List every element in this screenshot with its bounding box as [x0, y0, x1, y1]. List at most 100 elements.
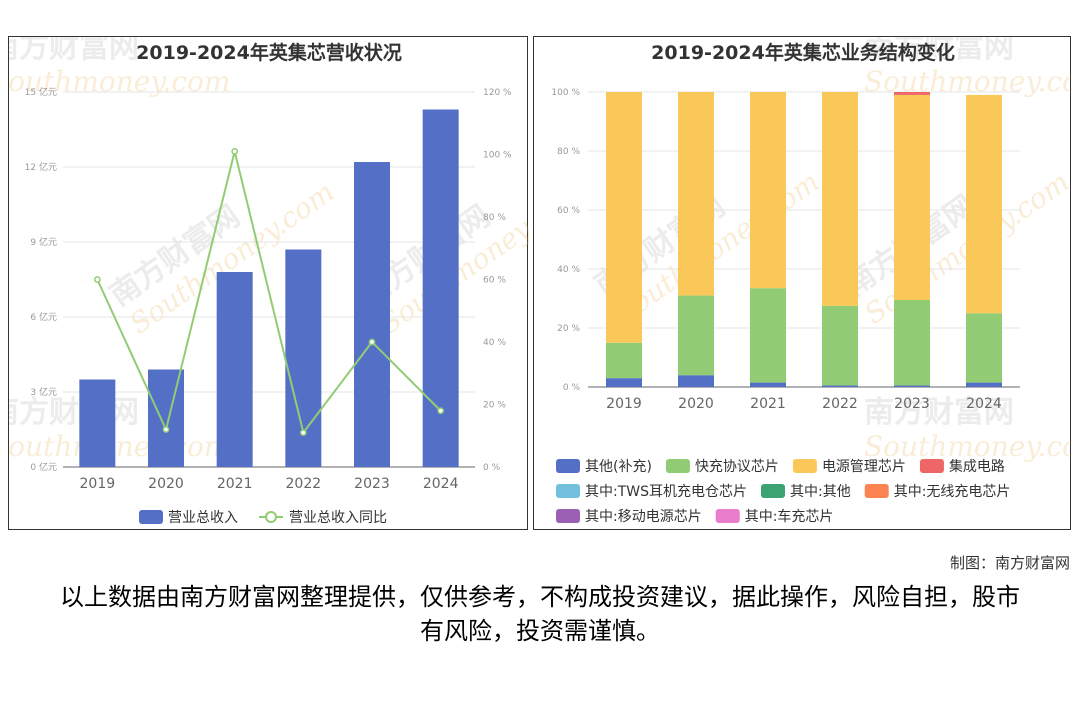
yoy-point	[162, 426, 170, 433]
legend-label: 其中:无线充电芯片	[894, 484, 1011, 500]
x-tick-label: 2019	[606, 396, 642, 412]
x-tick-label: 2022	[822, 396, 858, 412]
legend-swatch	[715, 509, 740, 523]
business-structure-chart-panel: 南方财富网Southmoney.com南方财富网Southmoney.com南方…	[533, 36, 1072, 530]
y2-tick-label: 100 %	[483, 151, 512, 161]
x-tick-label: 2022	[286, 476, 322, 492]
stacked-bar-segment	[606, 342, 642, 379]
watermark-cn: 南方财富网	[9, 37, 139, 65]
revenue-bar	[354, 162, 390, 467]
revenue-bar	[148, 369, 184, 467]
chart-credit: 制图：南方财富网	[949, 554, 1070, 572]
x-tick-label: 2021	[217, 476, 253, 492]
stacked-bar-segment	[606, 92, 642, 343]
legend-swatch	[556, 509, 580, 523]
x-tick-label: 2021	[750, 396, 786, 412]
stacked-bar-segment	[822, 385, 858, 387]
stacked-bar-segment	[750, 288, 786, 383]
stacked-bar-segment	[966, 313, 1002, 383]
y-tick-label: 20 %	[557, 324, 580, 334]
legend-label: 集成电路	[949, 458, 1005, 475]
stacked-bar-segment	[606, 378, 642, 387]
y-tick-label: 60 %	[557, 206, 580, 216]
chart-title: 2019-2024年英集芯业务结构变化	[651, 41, 955, 64]
y-tick-label: 15 亿元	[25, 86, 57, 98]
x-tick-label: 2023	[354, 476, 390, 492]
legend-label: 其中:其他	[790, 484, 851, 500]
x-tick-label: 2024	[966, 396, 1002, 412]
disclaimer-text: 以上数据由南方财富网整理提供，仅供参考，不构成投资建议，据此操作，风险自担，股市…	[60, 583, 1020, 645]
x-tick-label: 2024	[423, 476, 459, 492]
stacked-bar-segment	[894, 94, 930, 300]
y-tick-label: 6 亿元	[30, 311, 57, 323]
y-tick-label: 12 亿元	[25, 161, 57, 173]
legend-swatch	[665, 459, 690, 473]
x-tick-label: 2020	[148, 476, 184, 492]
y-tick-label: 0 %	[563, 383, 581, 393]
yoy-point	[437, 407, 445, 415]
legend-label: 营业总收入	[168, 510, 238, 526]
legend-swatch	[556, 484, 580, 498]
y2-tick-label: 80 %	[483, 213, 506, 223]
revenue-bar	[216, 272, 253, 467]
y-tick-label: 40 %	[557, 265, 580, 275]
stacked-bar-segment	[750, 92, 786, 289]
legend-label: 其中:TWS耳机充电仓芯片	[585, 484, 747, 500]
stacked-bar-segment	[822, 305, 858, 386]
stacked-bar-segment	[894, 385, 930, 387]
legend-label: 营业总收入同比	[289, 510, 387, 526]
yoy-point	[93, 276, 101, 283]
yoy-line	[96, 151, 442, 435]
revenue-bar	[79, 379, 116, 467]
yoy-point	[231, 148, 239, 155]
watermark-cn: 南方财富网	[864, 395, 1014, 430]
y2-tick-label: 60 %	[483, 276, 506, 286]
yoy-point	[368, 338, 376, 346]
watermark-en: Southmoney.com	[864, 430, 1072, 463]
x-tick-label: 2020	[678, 396, 714, 412]
legend-label: 其中:车充芯片	[745, 508, 834, 525]
legend-label: 其中:移动电源芯片	[585, 509, 702, 525]
watermark-cn: 南方财富网	[864, 37, 1014, 65]
legend-swatch	[792, 459, 817, 473]
stacked-bar-segment	[966, 382, 1002, 387]
legend-label: 电源管理芯片	[822, 459, 906, 475]
business-structure-chart: 南方财富网Southmoney.com南方财富网Southmoney.com南方…	[551, 37, 1072, 525]
stacked-bar-segment	[678, 295, 714, 376]
watermark-en: Southmoney.com	[9, 430, 230, 463]
y-tick-label: 9 亿元	[30, 236, 57, 248]
y-tick-label: 100 %	[551, 88, 580, 98]
x-tick-label: 2023	[894, 396, 930, 412]
chart-title: 2019-2024年英集芯营收状况	[136, 41, 402, 64]
legend-swatch	[556, 459, 580, 473]
legend-swatch-revenue	[139, 510, 163, 524]
revenue-chart-panel: 南方财富网Southmoney.com南方财富网Southmoney.com南方…	[8, 36, 529, 530]
stacked-bar-segment	[750, 382, 786, 387]
y2-tick-label: 40 %	[483, 338, 506, 348]
yoy-point	[299, 429, 307, 436]
stacked-bar-segment	[894, 299, 930, 386]
stacked-bar-segment	[678, 375, 714, 387]
stacked-bar-segment	[894, 92, 930, 95]
stacked-bar-segment	[822, 92, 858, 306]
y2-tick-label: 120 %	[483, 88, 512, 98]
legend-label: 其他(补充)	[585, 459, 652, 475]
stacked-bar-segment	[678, 92, 714, 296]
y-tick-label: 0 亿元	[30, 461, 57, 473]
y2-tick-label: 0 %	[483, 463, 501, 473]
legend-label: 快充协议芯片	[695, 459, 779, 475]
legend-swatch	[761, 484, 785, 498]
legend-swatch-yoy-marker	[265, 511, 277, 523]
revenue-chart: 南方财富网Southmoney.com南方财富网Southmoney.com南方…	[9, 37, 529, 526]
y2-tick-label: 20 %	[483, 401, 506, 411]
watermark-cn: 南方财富网	[9, 395, 139, 430]
stacked-bar-segment	[966, 94, 1002, 314]
x-tick-label: 2019	[80, 476, 116, 492]
y-tick-label: 80 %	[557, 147, 580, 157]
y-tick-label: 3 亿元	[30, 386, 57, 398]
legend-swatch	[919, 459, 944, 473]
legend-swatch	[864, 484, 889, 498]
